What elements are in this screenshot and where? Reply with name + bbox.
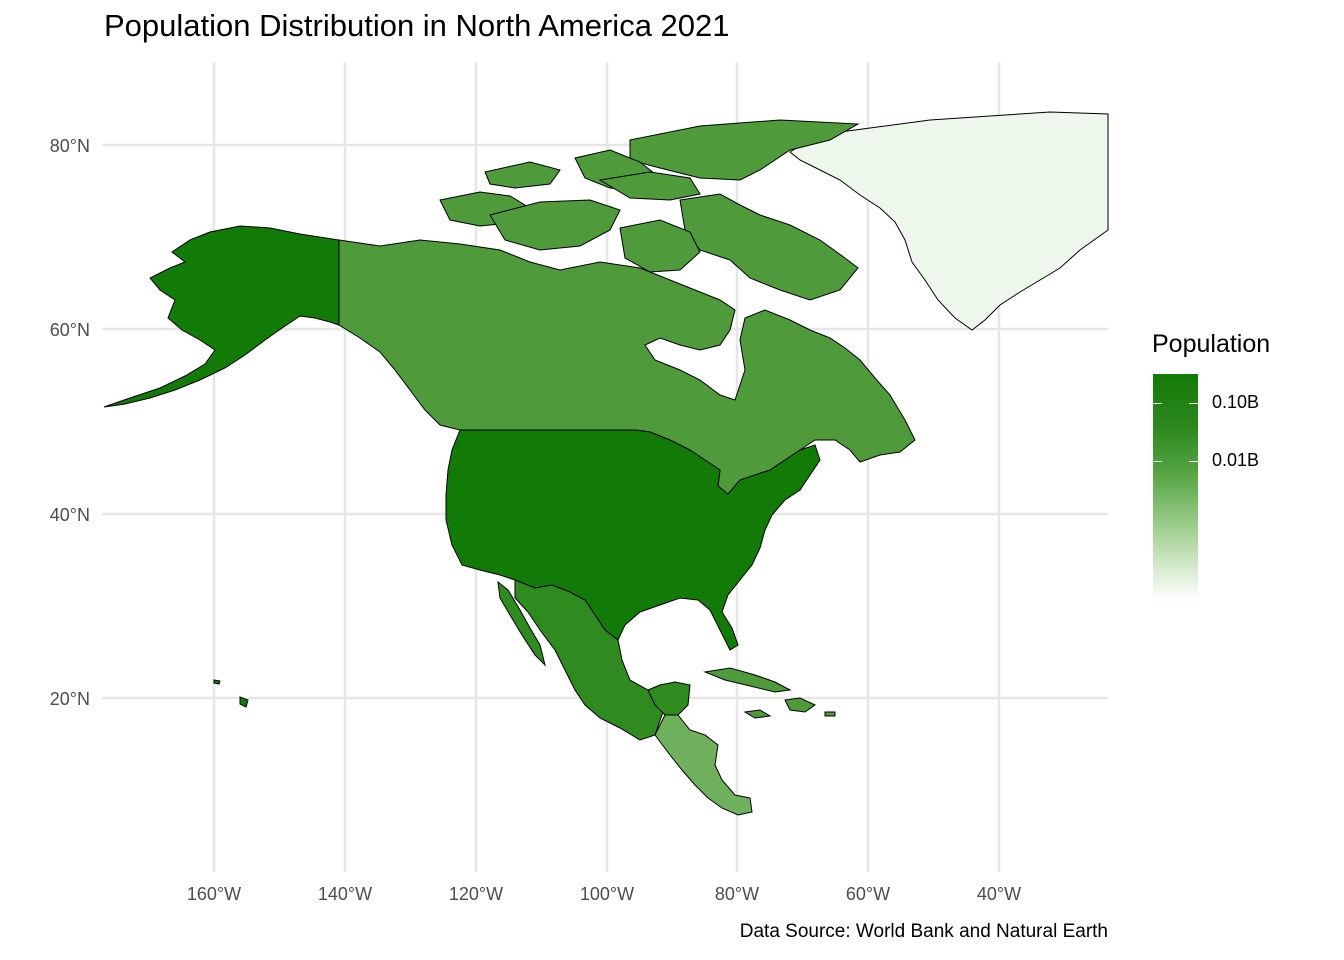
x-tick-label: 40°W (977, 884, 1021, 904)
hawaii-islands (213, 679, 249, 708)
x-tick-label: 140°W (318, 884, 372, 904)
canada-arctic-islands (439, 119, 860, 301)
data-source-caption: Data Source: World Bank and Natural Eart… (739, 921, 1108, 942)
x-tick-label: 100°W (580, 884, 634, 904)
alaska-region (103, 225, 340, 408)
legend-label: 0.10B (1212, 392, 1260, 412)
yucatan-peninsula (647, 681, 691, 716)
legend-tick (1153, 461, 1162, 462)
caribbean-islands (703, 667, 836, 719)
y-tick-label: 80°N (50, 136, 90, 156)
legend-tick (1153, 403, 1162, 404)
y-axis-labels: 80°N 60°N 40°N 20°N (50, 136, 90, 709)
y-tick-label: 60°N (50, 320, 90, 340)
y-tick-label: 20°N (50, 689, 90, 709)
baja-peninsula (497, 580, 546, 667)
usa-region (445, 429, 821, 651)
y-tick-label: 40°N (50, 505, 90, 525)
legend-label: 0.01B (1212, 450, 1260, 470)
x-tick-label: 120°W (449, 884, 503, 904)
central-america-region (654, 714, 753, 816)
legend-tick (1189, 403, 1198, 404)
greenland-region (789, 111, 1109, 331)
legend-title: Population (1152, 330, 1271, 358)
legend-colorbar (1153, 374, 1198, 600)
x-axis-labels: 160°W 140°W 120°W 100°W 80°W 60°W 40°W (187, 884, 1021, 904)
x-tick-label: 160°W (187, 884, 241, 904)
legend-tick (1189, 461, 1198, 462)
x-tick-label: 80°W (715, 884, 759, 904)
map-title: Population Distribution in North America… (104, 8, 730, 43)
x-tick-label: 60°W (846, 884, 890, 904)
